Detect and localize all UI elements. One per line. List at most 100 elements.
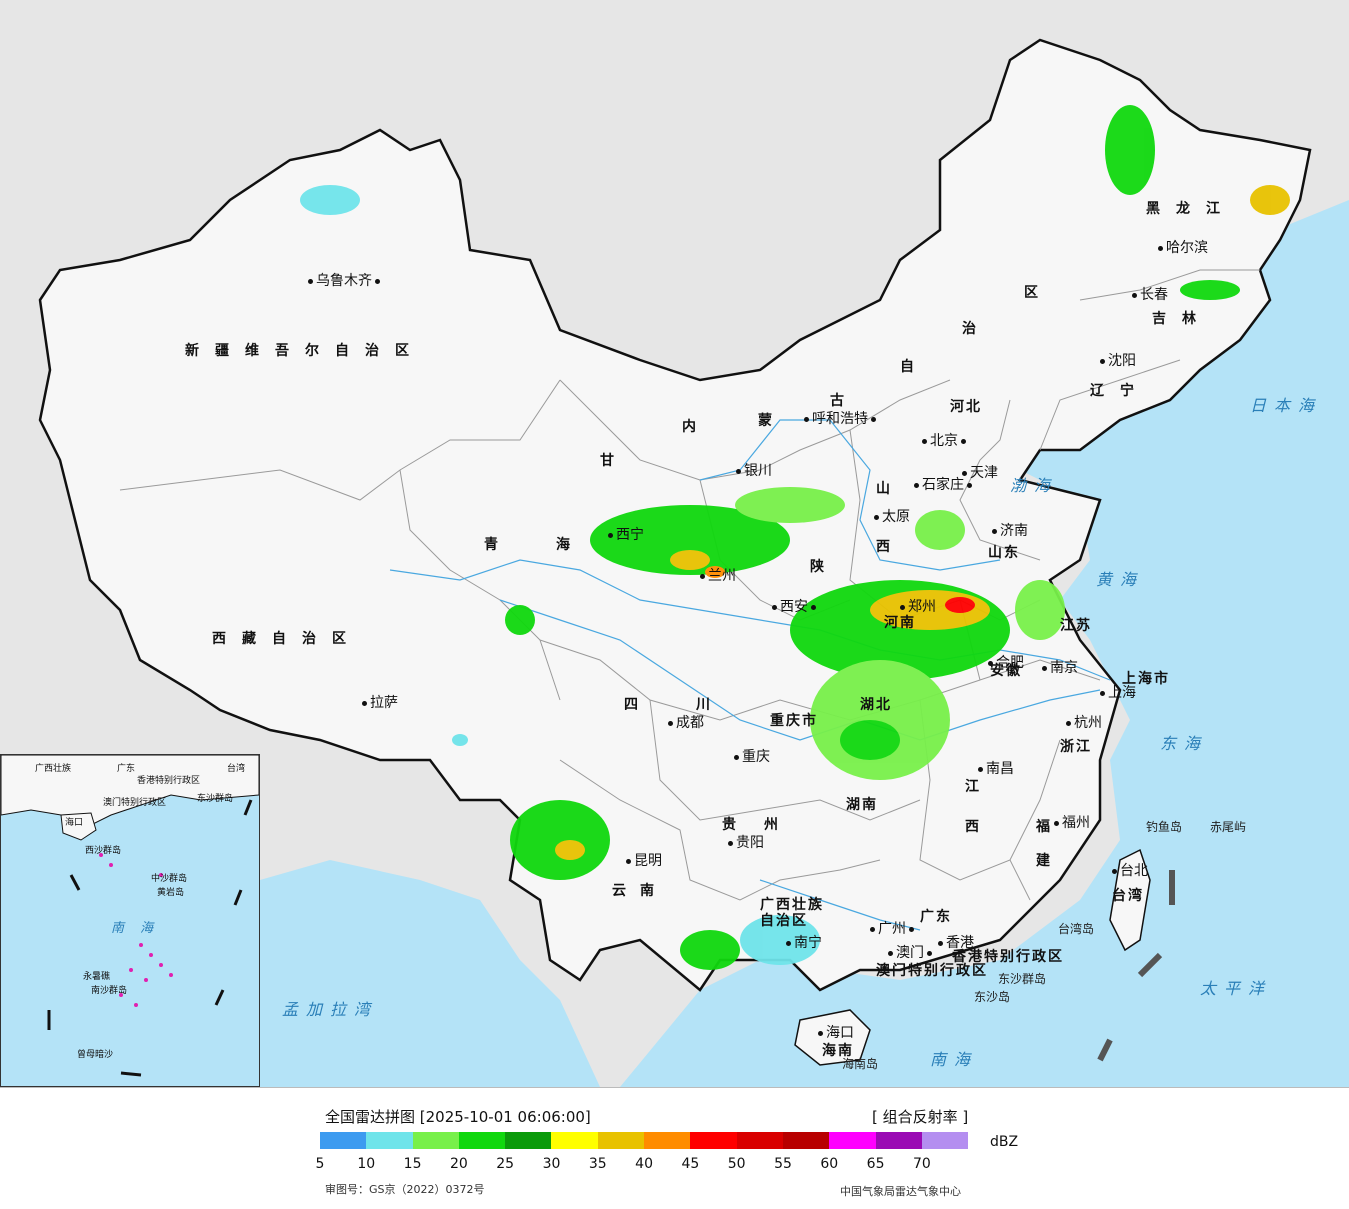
legend-tick-label: 40 xyxy=(635,1156,654,1172)
color-swatch xyxy=(458,1132,506,1149)
color-swatch xyxy=(829,1132,876,1149)
province-label-shaanxi: 陕 xyxy=(810,559,826,575)
province-label-jilin: 吉林 xyxy=(1152,311,1212,327)
province-label-shanxi-2: 西 xyxy=(876,539,892,555)
city-shijiazhuang: 石家庄 xyxy=(914,474,972,494)
legend-tick-label: 50 xyxy=(727,1156,746,1172)
island-label-chiweiyu: 赤尾屿 xyxy=(1210,820,1247,834)
province-label-shanxi-1: 山 xyxy=(876,481,892,497)
province-label-neimenggu-4: 自 xyxy=(900,359,916,375)
province-label-henan: 河南 xyxy=(884,615,916,631)
province-label-fujian-2: 建 xyxy=(1036,853,1052,869)
inset-label-taiwan: 台湾 xyxy=(227,764,246,774)
city-guangzhou: 广州 xyxy=(870,918,914,938)
color-swatch xyxy=(782,1132,830,1149)
color-swatch xyxy=(412,1132,459,1149)
sea-area xyxy=(620,200,1349,1087)
city-taibei: 台北 xyxy=(1112,860,1148,880)
island-label-hainandao: 海南岛 xyxy=(842,1057,879,1071)
review-number: 审图号：GS京（2022）0372号 xyxy=(325,1183,485,1196)
province-label-gansu: 甘 xyxy=(600,453,616,469)
dash-line-segments xyxy=(1097,870,1175,1062)
city-lanzhou: 兰州 xyxy=(700,565,736,585)
inset-canvas xyxy=(1,755,259,1077)
inset-label-guangdong: 广东 xyxy=(117,764,136,774)
city-haikou: 海口 xyxy=(818,1022,854,1042)
province-label-guizhou-1: 贵 xyxy=(722,817,738,833)
province-label-jiangxi-2: 西 xyxy=(965,819,981,835)
city-beijing: 北京 xyxy=(922,430,966,450)
legend-title: 全国雷达拼图 [2025-10-01 06:06:00] xyxy=(325,1108,591,1126)
city-nanjing: 南京 xyxy=(1042,657,1078,677)
province-label-guizhou-2: 州 xyxy=(764,817,780,833)
province-label-hubei: 湖北 xyxy=(860,697,892,713)
color-swatch xyxy=(690,1132,737,1149)
province-label-xizang: 西藏自治区 xyxy=(212,631,362,647)
city-lhasa: 拉萨 xyxy=(362,692,398,712)
city-fuzhou: 福州 xyxy=(1054,812,1090,832)
radar-map[interactable]: 新疆维吾尔自治区 西藏自治区 青 海 甘 四 川 云 南 贵 州 重庆市 陕 山… xyxy=(0,0,1349,1087)
city-yinchuan: 银川 xyxy=(736,460,772,480)
province-label-neimenggu-3: 古 xyxy=(830,393,846,409)
source-credit: 中国气象局雷达气象中心 xyxy=(840,1185,961,1198)
city-shenyang: 沈阳 xyxy=(1100,350,1136,370)
radar-echoes xyxy=(300,105,1290,970)
province-label-guangxi-1: 广西壮族 xyxy=(760,897,824,913)
city-chongqing-city: 重庆 xyxy=(734,746,770,766)
province-label-neimenggu-1: 内 xyxy=(682,419,698,435)
sea-label-donghai: 东海 xyxy=(1160,734,1209,753)
sea-label-bohai: 渤海 xyxy=(1010,476,1059,495)
province-label-neimenggu-6: 区 xyxy=(1024,285,1040,301)
color-scale-bar xyxy=(320,1132,969,1149)
province-label-chongqing: 重庆市 xyxy=(770,713,818,729)
inset-label-huangyan: 黄岩岛 xyxy=(157,888,185,898)
city-xining: 西宁 xyxy=(608,524,644,544)
city-changchun: 长春 xyxy=(1132,284,1168,304)
city-taiyuan: 太原 xyxy=(874,506,910,526)
city-xian: 西安 xyxy=(772,596,816,616)
island-label-dongsha: 东沙群岛 xyxy=(998,972,1047,986)
inset-label-macau: 澳门特别行政区 xyxy=(103,798,167,808)
province-label-neimenggu-5: 治 xyxy=(962,321,978,337)
color-swatch xyxy=(551,1132,598,1149)
city-tianjin: 天津 xyxy=(962,462,998,482)
legend-tick-label: 20 xyxy=(449,1156,468,1172)
province-label-hebei: 河北 xyxy=(950,399,982,415)
province-label-heilongjiang: 黑龙江 xyxy=(1146,201,1236,217)
inset-label-zhongsha: 中沙群岛 xyxy=(151,874,188,884)
inset-sea-label: 南 海 xyxy=(111,921,160,936)
city-nanning: 南宁 xyxy=(786,932,822,952)
legend-tick-label: 60 xyxy=(820,1156,839,1172)
province-label-jiangxi-1: 江 xyxy=(965,779,981,795)
city-kunming: 昆明 xyxy=(626,850,662,870)
sea-label-mengjialawan: 孟加拉湾 xyxy=(282,1000,379,1019)
color-swatch xyxy=(644,1132,691,1149)
city-hefei: 合肥 xyxy=(988,652,1024,672)
province-label-shandong: 山东 xyxy=(988,545,1020,561)
legend-panel: 全国雷达拼图 [2025-10-01 06:06:00] [ 组合反射率 ] d… xyxy=(0,1087,1349,1209)
legend-tick-label: 70 xyxy=(912,1156,931,1172)
city-hangzhou: 杭州 xyxy=(1066,712,1102,732)
province-label-guangdong: 广东 xyxy=(920,909,952,925)
island-label-dongshadao: 东沙岛 xyxy=(974,990,1011,1004)
province-label-jiangsu: 江苏 xyxy=(1060,618,1092,634)
color-swatch xyxy=(597,1132,645,1149)
province-label-hongkong: 香港特别行政区 xyxy=(952,949,1064,965)
legend-tick-label: 35 xyxy=(588,1156,607,1172)
province-label-zhejiang: 浙江 xyxy=(1060,739,1092,755)
city-nanchang: 南昌 xyxy=(978,758,1014,778)
city-macau: 澳门 xyxy=(888,942,932,962)
inset-label-zengmu: 曾母暗沙 xyxy=(77,1050,114,1060)
inset-label-dongsha: 东沙群岛 xyxy=(197,794,234,804)
inset-label-hk: 香港特别行政区 xyxy=(137,776,201,786)
province-label-neimenggu-2: 蒙 xyxy=(758,413,774,429)
sea-label-huanghai: 黄海 xyxy=(1096,570,1145,589)
legend-unit: dBZ xyxy=(990,1134,1019,1150)
color-swatch xyxy=(736,1132,783,1149)
legend-product: [ 组合反射率 ] xyxy=(872,1108,969,1126)
city-shanghai: 上海 xyxy=(1100,682,1136,702)
sea-label-taipingyang: 太平洋 xyxy=(1200,979,1273,998)
city-jinan: 济南 xyxy=(992,520,1028,540)
city-guiyang: 贵阳 xyxy=(728,832,764,852)
island-label-taiwandao: 台湾岛 xyxy=(1058,922,1095,936)
